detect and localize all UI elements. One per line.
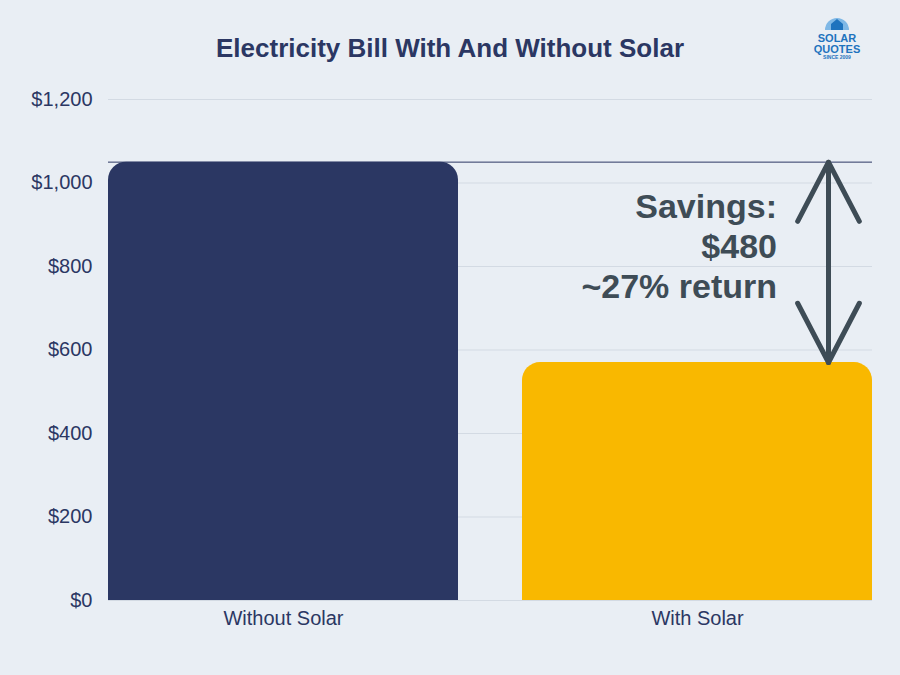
html-text:SOLAR: SOLAR (817, 32, 857, 44)
svg-text:Without Solar: Without Solar (223, 607, 343, 629)
svg-text:$1,000: $1,000 (31, 171, 92, 193)
svg-text:$800: $800 (48, 255, 93, 277)
svg-text:$600: $600 (48, 338, 93, 360)
html-text:~27% return: ~27% return (581, 267, 777, 305)
svg-text:$0: $0 (70, 589, 92, 611)
html-text:SINCE 2009: SINCE 2009 (823, 54, 851, 60)
html-text:$480: $480 (701, 227, 777, 265)
svg-text:$200: $200 (48, 505, 93, 527)
svg-text:$400: $400 (48, 422, 93, 444)
html-text:Savings:: Savings: (635, 187, 777, 225)
html-text:Electricity Bill With And With: Electricity Bill With And Without Solar (216, 33, 684, 63)
svg-text:With Solar: With Solar (651, 607, 744, 629)
html-text:QUOTES: QUOTES (813, 43, 861, 55)
svg-text:$1,200: $1,200 (31, 88, 92, 110)
